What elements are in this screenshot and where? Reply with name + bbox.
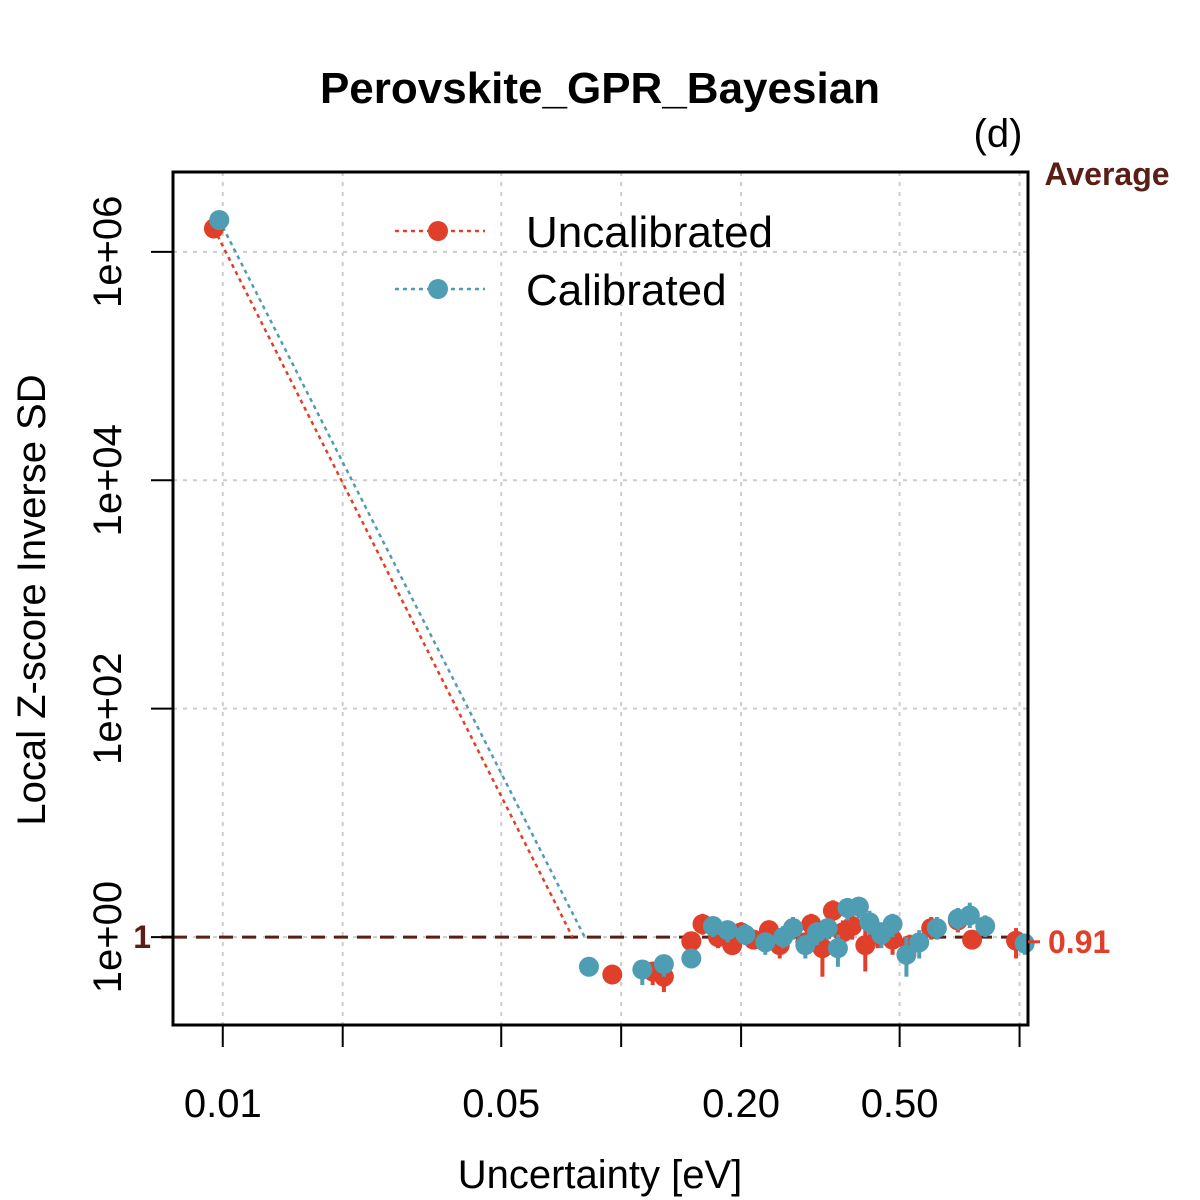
data-point-calibrated — [848, 896, 869, 917]
data-point-calibrated — [783, 918, 804, 939]
data-point-calibrated — [653, 954, 674, 975]
data-point-calibrated — [896, 944, 917, 965]
data-point-calibrated — [975, 916, 996, 937]
legend-marker-calibrated — [428, 279, 448, 299]
data-point-calibrated — [681, 948, 702, 969]
data-point-uncalibrated — [602, 964, 623, 985]
series-lines — [212, 219, 586, 938]
panel-label: (d) — [974, 112, 1023, 156]
data-point-uncalibrated — [842, 916, 863, 937]
average-title: Average — [1044, 156, 1169, 192]
average-value: 0.91 — [1048, 924, 1110, 960]
legend: Uncalibrated Calibrated — [395, 208, 773, 315]
x-tick-label: 0.50 — [861, 1082, 939, 1126]
legend-marker-uncalibrated — [428, 221, 448, 241]
data-points — [203, 209, 1035, 993]
x-axis-label: Uncertainty [eV] — [458, 1153, 743, 1197]
x-tick-label: 0.20 — [702, 1082, 780, 1126]
legend-label-uncalibrated: Uncalibrated — [526, 208, 773, 257]
data-point-calibrated — [755, 932, 776, 953]
data-point-calibrated — [632, 959, 653, 980]
data-point-calibrated — [817, 918, 838, 939]
data-point-calibrated — [882, 914, 903, 935]
data-point-calibrated — [827, 938, 848, 959]
legend-label-calibrated: Calibrated — [526, 266, 727, 315]
y-tick-label: 1e+06 — [86, 196, 130, 308]
data-point-calibrated — [735, 924, 756, 945]
data-point-calibrated — [795, 935, 816, 956]
y-tick-label: 1e+04 — [86, 424, 130, 536]
x-axis: 0.01 0.05 0.20 0.50 — [184, 1025, 1021, 1126]
y-tick-label: 1e+00 — [86, 881, 130, 993]
y-axis-label: Local Z-score Inverse SD — [10, 374, 54, 825]
data-point-calibrated — [859, 912, 880, 933]
reference-label: 1 — [133, 919, 151, 955]
data-point-calibrated — [209, 209, 230, 230]
y-axis: 1e+00 1e+02 1e+04 1e+06 — [86, 196, 173, 993]
average-annotations: Average 0.91 — [1028, 156, 1170, 960]
data-point-uncalibrated — [962, 929, 983, 950]
series-line-uncalibrated — [212, 227, 574, 938]
data-point-calibrated — [926, 918, 947, 939]
data-point-calibrated — [959, 905, 980, 926]
chart-title: Perovskite_GPR_Bayesian — [320, 64, 880, 113]
x-tick-label: 0.05 — [462, 1082, 540, 1126]
data-point-calibrated — [717, 920, 738, 941]
data-point-calibrated — [578, 956, 599, 977]
data-point-calibrated — [1014, 933, 1035, 954]
data-point-calibrated — [909, 932, 930, 953]
series-line-calibrated — [218, 219, 586, 938]
x-tick-label: 0.01 — [184, 1082, 262, 1126]
data-point-uncalibrated — [681, 931, 702, 952]
y-tick-label: 1e+02 — [86, 653, 130, 765]
plot-frame — [171, 170, 1030, 1027]
